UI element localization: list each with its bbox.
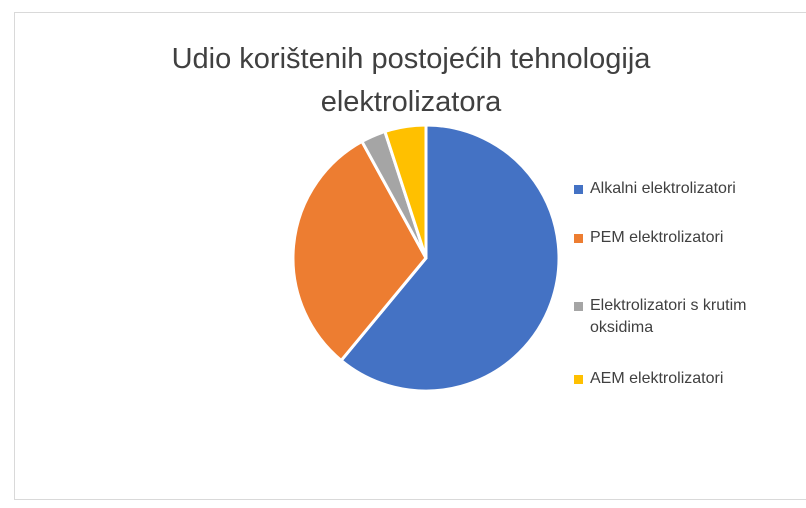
legend-label: Elektrolizatori s krutim oksidima — [590, 297, 747, 336]
legend-swatch — [574, 302, 583, 311]
pie-slice — [383, 123, 428, 260]
legend-swatch — [574, 185, 583, 194]
legend-swatch — [574, 375, 583, 384]
legend-swatch — [574, 234, 583, 243]
chart-frame — [14, 12, 806, 500]
legend-label: PEM elektrolizatori — [590, 229, 724, 246]
chart-title: Udio korištenih postojećih tehnologija e… — [171, 43, 651, 118]
pie-slice — [291, 139, 428, 362]
legend-label: Alkalni elektrolizatori — [590, 180, 736, 197]
pie-slice — [339, 123, 561, 393]
legend-label: AEM elektrolizatori — [590, 370, 724, 387]
